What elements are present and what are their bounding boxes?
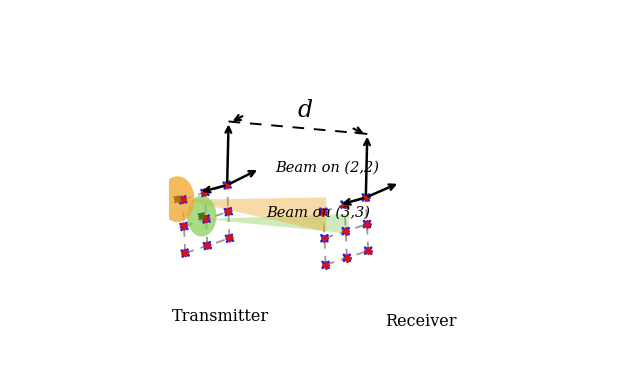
Polygon shape [206, 214, 349, 233]
Ellipse shape [161, 176, 195, 222]
Polygon shape [183, 197, 326, 232]
Text: d: d [298, 99, 313, 122]
Text: Beam on (3,3): Beam on (3,3) [266, 206, 370, 220]
Text: Receiver: Receiver [385, 313, 456, 330]
Ellipse shape [187, 196, 216, 237]
Text: Beam on (2,2): Beam on (2,2) [276, 160, 379, 174]
Text: Transmitter: Transmitter [172, 308, 269, 326]
